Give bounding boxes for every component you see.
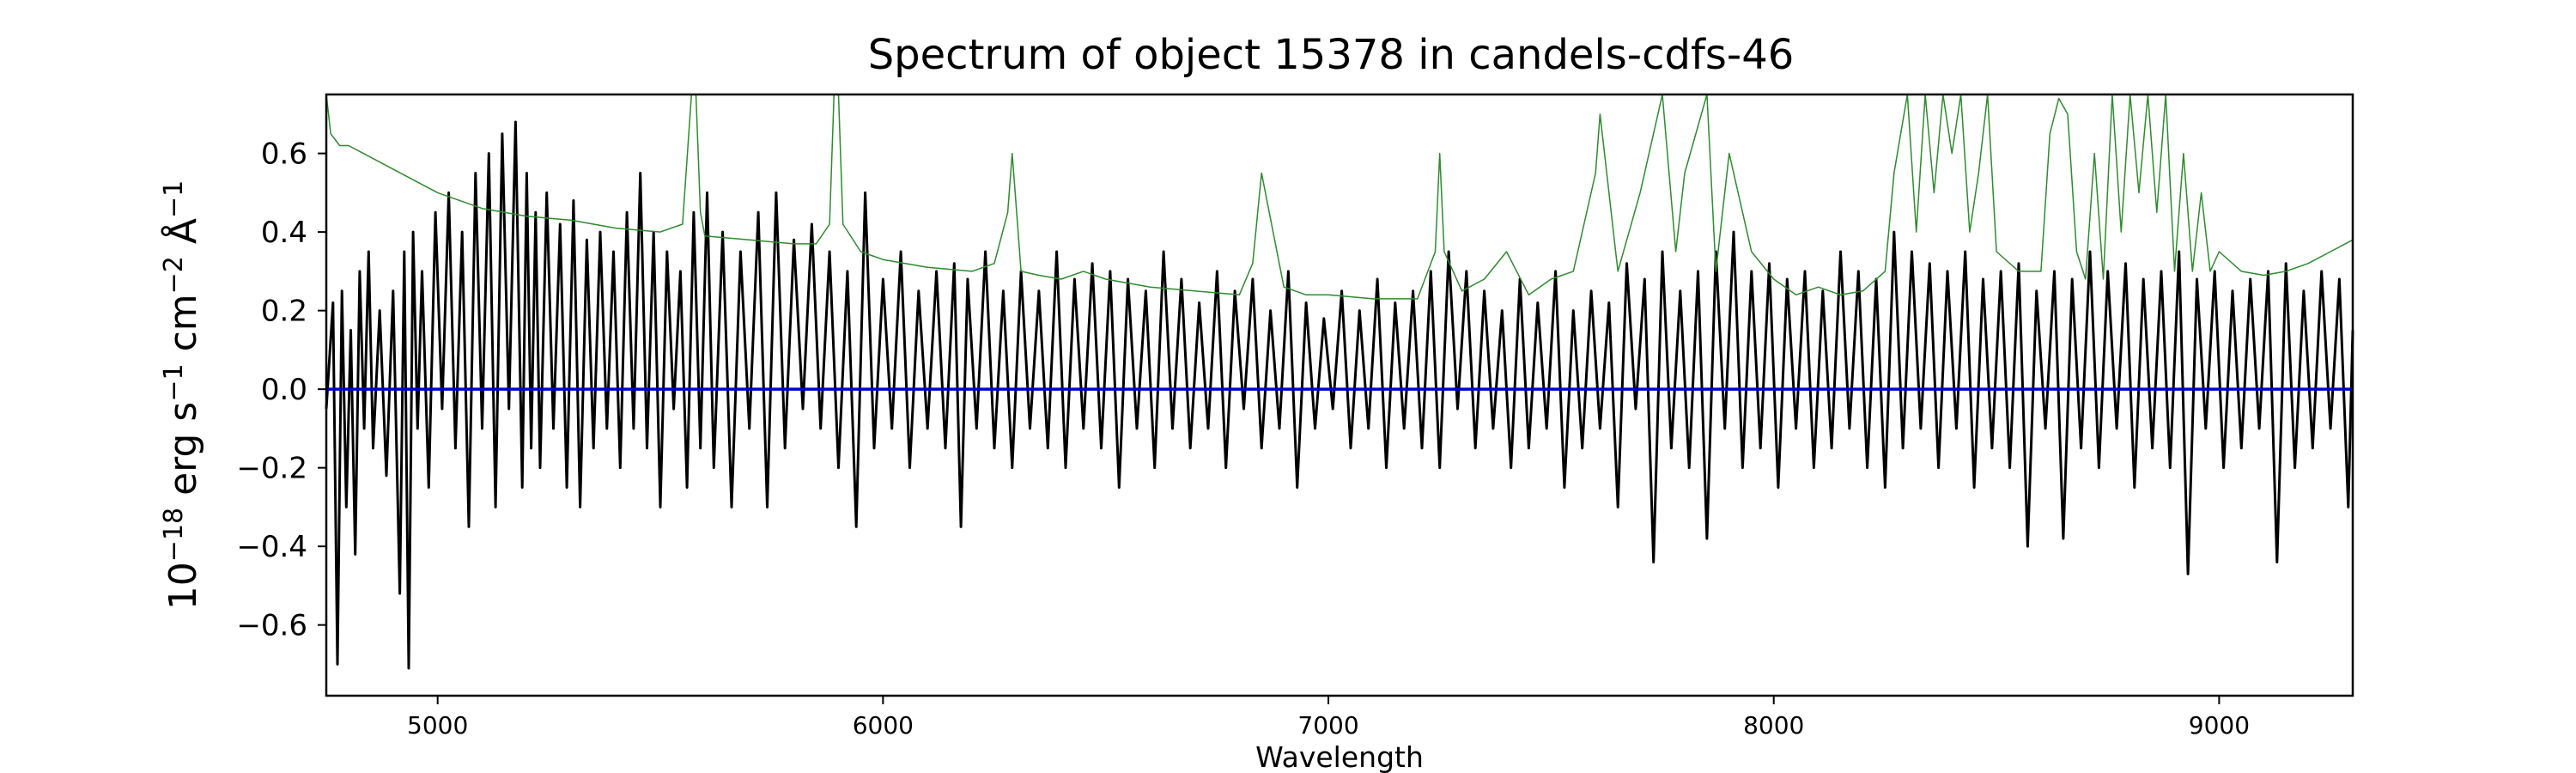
y-label-cm: cm — [161, 294, 205, 363]
x-tick-label: 5000 — [407, 711, 468, 740]
y-label-angstrom-exponent: −1 — [159, 180, 189, 218]
series-line-flux — [325, 120, 2354, 670]
y-label-erg-s: erg s — [161, 402, 205, 508]
plot-area — [325, 93, 2354, 697]
y-label-base-exponent: −18 — [159, 508, 189, 562]
x-tick-label: 7000 — [1297, 711, 1358, 740]
x-axis-label: Wavelength — [1255, 740, 1424, 773]
x-tick-label: 9000 — [2189, 711, 2250, 740]
y-tick-label: 0.2 — [261, 295, 307, 329]
y-axis-label: 10−18 erg s−1 cm−2 Å−1 — [159, 180, 205, 610]
x-axis-ticks: 5000 6000 7000 8000 9000 — [407, 696, 2250, 740]
y-tick-label: 0.4 — [261, 216, 307, 250]
y-label-cm-exponent: −2 — [159, 256, 189, 294]
y-label-base: 10 — [161, 562, 205, 610]
y-tick-label: 0.0 — [261, 373, 307, 407]
y-tick-label: −0.6 — [236, 609, 307, 643]
y-label-s-exponent: −1 — [159, 363, 189, 401]
plot-frame — [325, 93, 2354, 697]
plot-background — [326, 94, 2353, 696]
series-line-error — [325, 94, 2354, 300]
y-tick-label: −0.4 — [236, 530, 307, 564]
y-tick-label: 0.6 — [261, 137, 307, 172]
y-label-angstrom: Å — [160, 218, 205, 256]
y-tick-label: −0.2 — [236, 452, 307, 486]
y-axis-ticks: 0.6 0.4 0.2 0.0 −0.2 −0.4 −0.6 — [236, 137, 326, 643]
x-tick-label: 6000 — [853, 711, 914, 740]
series-layer — [325, 94, 2354, 670]
chart-title: Spectrum of object 15378 in candels-cdfs… — [868, 31, 1795, 79]
x-tick-label: 8000 — [1743, 711, 1804, 740]
